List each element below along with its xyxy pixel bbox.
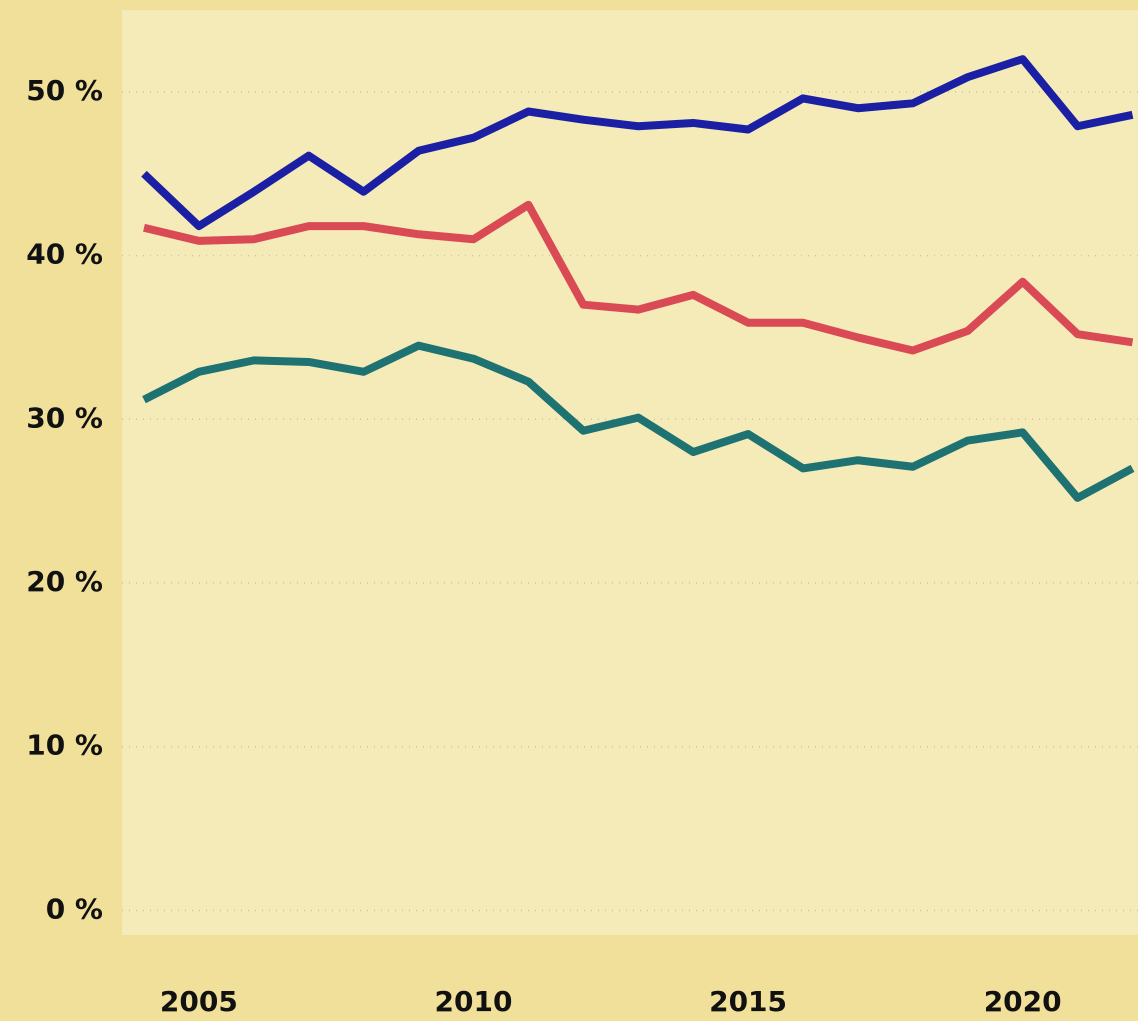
- series-line: [141, 55, 1134, 231]
- y-tick-label: 30 %: [26, 401, 103, 434]
- plot-area: [122, 10, 1138, 935]
- x-tick-label: 2015: [709, 985, 787, 1018]
- x-tick-label: 2020: [984, 985, 1062, 1018]
- y-tick-label: 20 %: [26, 565, 103, 598]
- y-tick-label: 50 %: [26, 74, 103, 107]
- series-line: [143, 200, 1134, 355]
- series-line: [142, 341, 1135, 502]
- x-tick-label: 2010: [435, 985, 513, 1018]
- y-tick-label: 10 %: [26, 729, 103, 762]
- y-tick-label: 40 %: [26, 238, 103, 271]
- y-tick-label: 0 %: [46, 892, 103, 925]
- x-tick-label: 2005: [160, 985, 238, 1018]
